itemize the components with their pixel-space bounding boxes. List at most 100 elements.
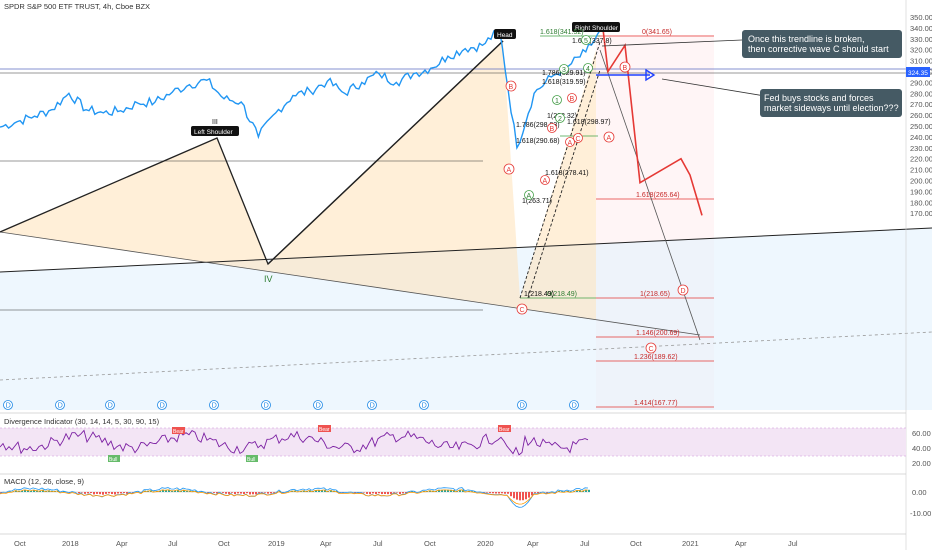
wave-b-label: B [509,84,514,91]
macd-bar [225,492,227,494]
time-tick: Apr [527,539,539,548]
macd-bar [336,490,338,492]
macd-bar [111,492,113,495]
fib-label: 1(263.71) [522,198,552,205]
fib-label: 1.236(189.62) [634,354,678,361]
macd-bar [525,492,527,500]
dividend-label: D [160,403,165,410]
macd-bar [528,492,530,498]
macd-bar [117,492,119,494]
divergence-tick: 60.00 [912,429,931,438]
bear-badge [172,427,185,434]
macd-bar [81,492,83,493]
price-tick: 210.00 [910,166,932,175]
macd-bar [102,492,104,495]
price-tick: 280.00 [910,89,932,98]
price-axis: 350.00340.00330.00320.00310.00300.00290.… [910,13,932,218]
fed-callout-text: Fed buys stocks and forces market sidewa… [764,93,899,113]
macd-bar [501,492,503,494]
divergence-tick: 40.00 [912,444,931,453]
dividend-label: D [264,403,269,410]
bear-label: Bear [499,427,510,433]
macd-bar [369,492,371,495]
dividend-marker [157,400,167,410]
macd-bar [504,492,506,494]
price-tick: 350.00 [910,13,932,22]
fib-label: 1.618(278.41) [545,170,589,177]
macd-bar [258,492,260,493]
macd-bar [90,492,92,494]
macd-bar [213,492,215,493]
macd-bar [582,490,584,492]
wave-iv-label: IV [264,274,273,284]
wave-2-label: 2 [558,116,562,123]
macd-bar [99,492,101,495]
macd-bar [252,492,254,495]
macd-signal-line [0,489,589,505]
dividend-label: D [572,403,577,410]
macd-bar [510,492,512,497]
macd-bar [519,492,521,501]
macd-bar [507,492,509,494]
wave-iii-label: III [212,119,218,126]
osc-band [0,428,906,456]
macd-bar [459,489,461,492]
macd-bar [249,492,251,495]
left-shoulder-label: Left Shoulder [194,129,234,136]
macd-bar [126,492,128,494]
time-tick: 2020 [477,539,494,548]
macd-bar [216,492,218,494]
price-tick: 240.00 [910,133,932,142]
dividend-marker [3,400,13,410]
macd-bar [441,489,443,492]
macd-bar [243,492,245,494]
macd-bar [123,492,125,494]
macd-bar [438,489,440,492]
macd-bar [381,492,383,495]
dividend-marker [105,400,115,410]
macd-bar [207,492,209,493]
macd-tick: -10.00 [910,509,931,518]
price-tick: 260.00 [910,111,932,120]
head-badge [494,29,516,39]
callout-pointer [661,78,766,97]
fib-label: 1.618(319.59) [542,79,586,86]
macd-bar [87,492,89,494]
time-tick: Oct [14,539,27,548]
bear-label: Bear [319,427,330,433]
fed-callout [760,89,902,117]
macd-bar [84,492,86,494]
macd-bar [411,491,413,492]
left-shoulder-badge [191,126,239,136]
wave-a-label: A [543,178,548,185]
macd-bar [234,492,236,495]
dividend-label: D [520,403,525,410]
fib-label: 1.618(337.8) [572,38,612,45]
macd-bar [489,492,491,494]
fib-label: 1.618(341.52) [540,29,584,36]
wedge-lower-line [267,40,504,265]
fib-label: 0(218.49) [547,291,577,298]
macd-bar [513,492,515,499]
wave-5-label: 5 [584,38,588,45]
price-tick: 290.00 [910,78,932,87]
divergence-line [0,429,589,456]
dividend-label: D [422,403,427,410]
lower-trendline [0,231,701,336]
macd-bar [195,490,197,492]
wave-d-label: D [681,288,686,295]
macd-bar [39,490,41,492]
macd-bar [96,492,98,494]
macd-bar [0,492,2,493]
macd-label: MACD (12, 26, close, 9) [4,477,85,486]
macd-bar [9,491,11,492]
macd-bar [471,491,473,492]
divergence-tick: 20.00 [912,459,931,468]
fib-label: 1.786(298.93) [516,122,560,129]
macd-bar [168,489,170,492]
macd-bar [165,489,167,492]
macd-bar [405,492,407,494]
time-tick: Jul [168,539,178,548]
macd-bar [363,492,365,493]
